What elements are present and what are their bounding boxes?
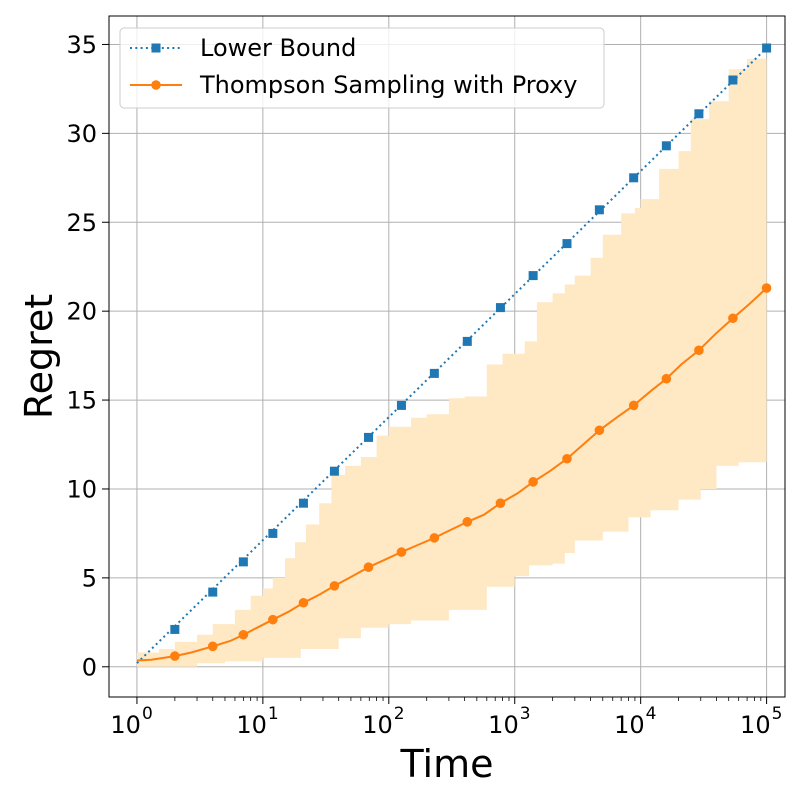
thompson-sampling-point <box>661 373 672 384</box>
thompson-sampling-point <box>363 562 374 573</box>
y-tick-label: 15 <box>66 387 97 415</box>
y-tick-label: 10 <box>66 475 97 503</box>
thompson-sampling-point <box>238 629 249 640</box>
thompson-sampling-point <box>329 581 340 591</box>
x-tick-label: 10 3 <box>488 704 530 739</box>
lower-bound-point <box>694 109 704 119</box>
lower-bound-point <box>396 400 406 410</box>
plot-area-frame <box>108 15 786 698</box>
thompson-sampling-point <box>628 400 639 411</box>
thompson-sampling-point <box>594 425 605 436</box>
lower-bound-point <box>238 557 248 567</box>
y-tick-label: 5 <box>82 564 97 592</box>
x-tick-label: 10 4 <box>614 704 656 739</box>
lower-bound-point <box>462 336 472 346</box>
lower-bound-point <box>495 303 505 313</box>
lower-bound-point <box>728 75 738 85</box>
lower-bound-point <box>661 141 671 151</box>
thompson-sampling-confidence-band <box>136 48 767 667</box>
lower-bound-point <box>364 432 374 442</box>
thompson-sampling-point <box>528 477 538 487</box>
x-tick-label-base: 10 <box>488 711 519 739</box>
x-tick-label: 10 5 <box>740 704 782 739</box>
y-axis-label: Regret <box>17 294 61 419</box>
legend-label-lower-bound: Lower Bound <box>200 34 356 62</box>
lower-bound-point <box>298 498 308 508</box>
lower-bound-point <box>562 239 572 249</box>
series-layer <box>136 43 772 664</box>
legend-marker-thompson-sampling <box>151 80 161 90</box>
thompson-sampling-point <box>728 313 738 324</box>
legend-box <box>119 27 605 109</box>
y-tick-label: 0 <box>82 653 97 681</box>
legend: Lower Bound Thompson Sampling with Proxy <box>119 27 605 109</box>
x-tick-label: 10 0 <box>110 704 152 739</box>
lower-bound-point <box>329 466 339 476</box>
lower-bound-point <box>528 271 538 281</box>
x-tick-label-base: 10 <box>110 711 141 739</box>
x-tick-label-exponent: 3 <box>520 704 531 724</box>
x-tick-label-base: 10 <box>362 711 393 739</box>
x-tick-label-base: 10 <box>740 711 771 739</box>
y-tick-label: 30 <box>66 120 97 148</box>
thompson-sampling-point <box>429 533 440 543</box>
x-tick-label-base: 10 <box>614 711 645 739</box>
legend-item-thompson-sampling: Thompson Sampling with Proxy <box>130 71 577 99</box>
thompson-sampling-point <box>207 641 218 652</box>
x-tick-label-exponent: 1 <box>268 704 279 724</box>
thompson-sampling-point <box>462 517 473 527</box>
lower-bound-point <box>762 43 772 53</box>
y-tick-label: 35 <box>66 31 97 59</box>
lower-bound-point <box>629 173 639 183</box>
lower-bound-line <box>136 47 768 664</box>
thompson-sampling-point <box>694 345 704 356</box>
legend-marker-lower-bound <box>151 43 161 53</box>
x-tick-label-exponent: 0 <box>142 704 153 724</box>
thompson-sampling-point <box>268 614 278 625</box>
legend-label-thompson-sampling: Thompson Sampling with Proxy <box>199 71 577 99</box>
lower-bound-point <box>170 624 180 634</box>
x-axis-label: Time <box>400 742 494 786</box>
x-tick-label-exponent: 2 <box>394 704 405 724</box>
thompson-sampling-point <box>761 283 772 293</box>
thompson-sampling-point <box>562 453 572 464</box>
lower-bound-point <box>594 205 604 215</box>
x-tick-label-exponent: 4 <box>646 704 657 724</box>
thompson-sampling-line <box>136 287 768 662</box>
x-tick-label: 10 1 <box>236 704 278 739</box>
lower-bound-point <box>208 587 218 597</box>
thompson-sampling-point <box>396 547 407 557</box>
thompson-sampling-point <box>170 651 180 661</box>
lower-bound-point <box>268 528 278 538</box>
x-axis-ticks: 10 0 10 1 10 2 10 3 10 4 10 5 <box>110 697 782 739</box>
confidence-band-layer <box>136 48 767 667</box>
thompson-sampling-point <box>298 597 309 608</box>
legend-item-lower-bound: Lower Bound <box>130 34 356 62</box>
x-tick-label: 10 2 <box>362 704 404 739</box>
thompson-sampling-point <box>495 498 506 508</box>
y-axis-ticks: 0 5 10 15 20 25 30 35 <box>66 31 109 681</box>
y-tick-label: 25 <box>66 209 97 237</box>
x-tick-label-base: 10 <box>236 711 267 739</box>
lower-bound-point <box>429 368 439 378</box>
x-tick-label-exponent: 5 <box>772 704 783 724</box>
y-tick-label: 20 <box>66 298 97 326</box>
